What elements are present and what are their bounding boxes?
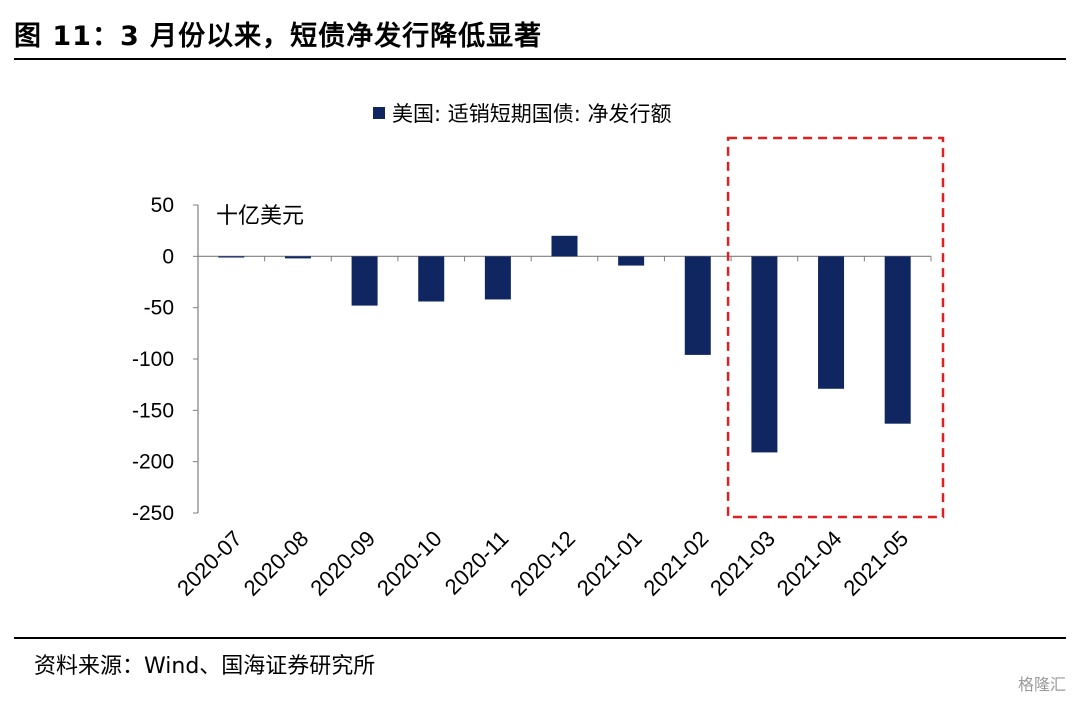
watermark: 格隆汇 [1017, 675, 1066, 694]
bar-2021-04 [818, 256, 845, 389]
figure-title: 图 11：3 月份以来，短债净发行降低显著 [14, 21, 543, 52]
top-rule [14, 58, 1066, 60]
bar-2021-01 [618, 256, 645, 266]
legend: 美国: 适销短期国债: 净发行额 [373, 102, 672, 126]
y-tick-label: -250 [132, 502, 174, 525]
bar-2020-11 [484, 256, 511, 300]
x-tick-label: 2020-11 [440, 526, 514, 600]
legend-label: 美国: 适销短期国债: 净发行额 [392, 102, 672, 126]
x-tick-label: 2020-08 [239, 526, 314, 601]
x-tick-label: 2021-02 [639, 526, 714, 601]
bar-2021-03 [751, 256, 778, 453]
x-tick-label: 2020-12 [505, 526, 580, 601]
highlight-box [726, 136, 945, 519]
legend-swatch [373, 107, 385, 119]
bar-2021-05 [884, 256, 911, 424]
y-tick-label: 0 [162, 245, 174, 268]
bar-2020-07 [218, 256, 245, 258]
bottom-rule [14, 637, 1066, 639]
axes: 50 0 -50 -100 -150 -200 -250 [132, 194, 932, 525]
bar-2020-08 [284, 256, 311, 259]
y-tick-label: -50 [144, 297, 174, 320]
y-tick-label: 50 [151, 194, 174, 217]
source-note: 资料来源：Wind、国海证券研究所 [34, 654, 376, 679]
x-tick-label: 2021-03 [705, 526, 780, 601]
x-tick-label: 2021-05 [838, 526, 913, 601]
x-tick-label: 2021-04 [772, 526, 847, 601]
bar-2020-10 [418, 256, 445, 302]
y-tick-label: -100 [132, 348, 174, 371]
y-tick-label: -200 [132, 451, 174, 474]
x-tick-label: 2021-01 [572, 526, 647, 601]
x-tick-labels: 2020-072020-082020-092020-102020-112020-… [172, 526, 913, 601]
x-tick-label: 2020-10 [372, 526, 447, 601]
x-tick-label: 2020-09 [305, 526, 380, 601]
bar-2020-12 [551, 235, 578, 257]
bars [218, 235, 911, 453]
y-tick-label: -150 [132, 399, 174, 422]
bar-2020-09 [351, 256, 378, 306]
bar-2021-02 [684, 256, 711, 355]
x-tick-label: 2020-07 [172, 526, 247, 601]
unit-label: 十亿美元 [216, 204, 304, 229]
